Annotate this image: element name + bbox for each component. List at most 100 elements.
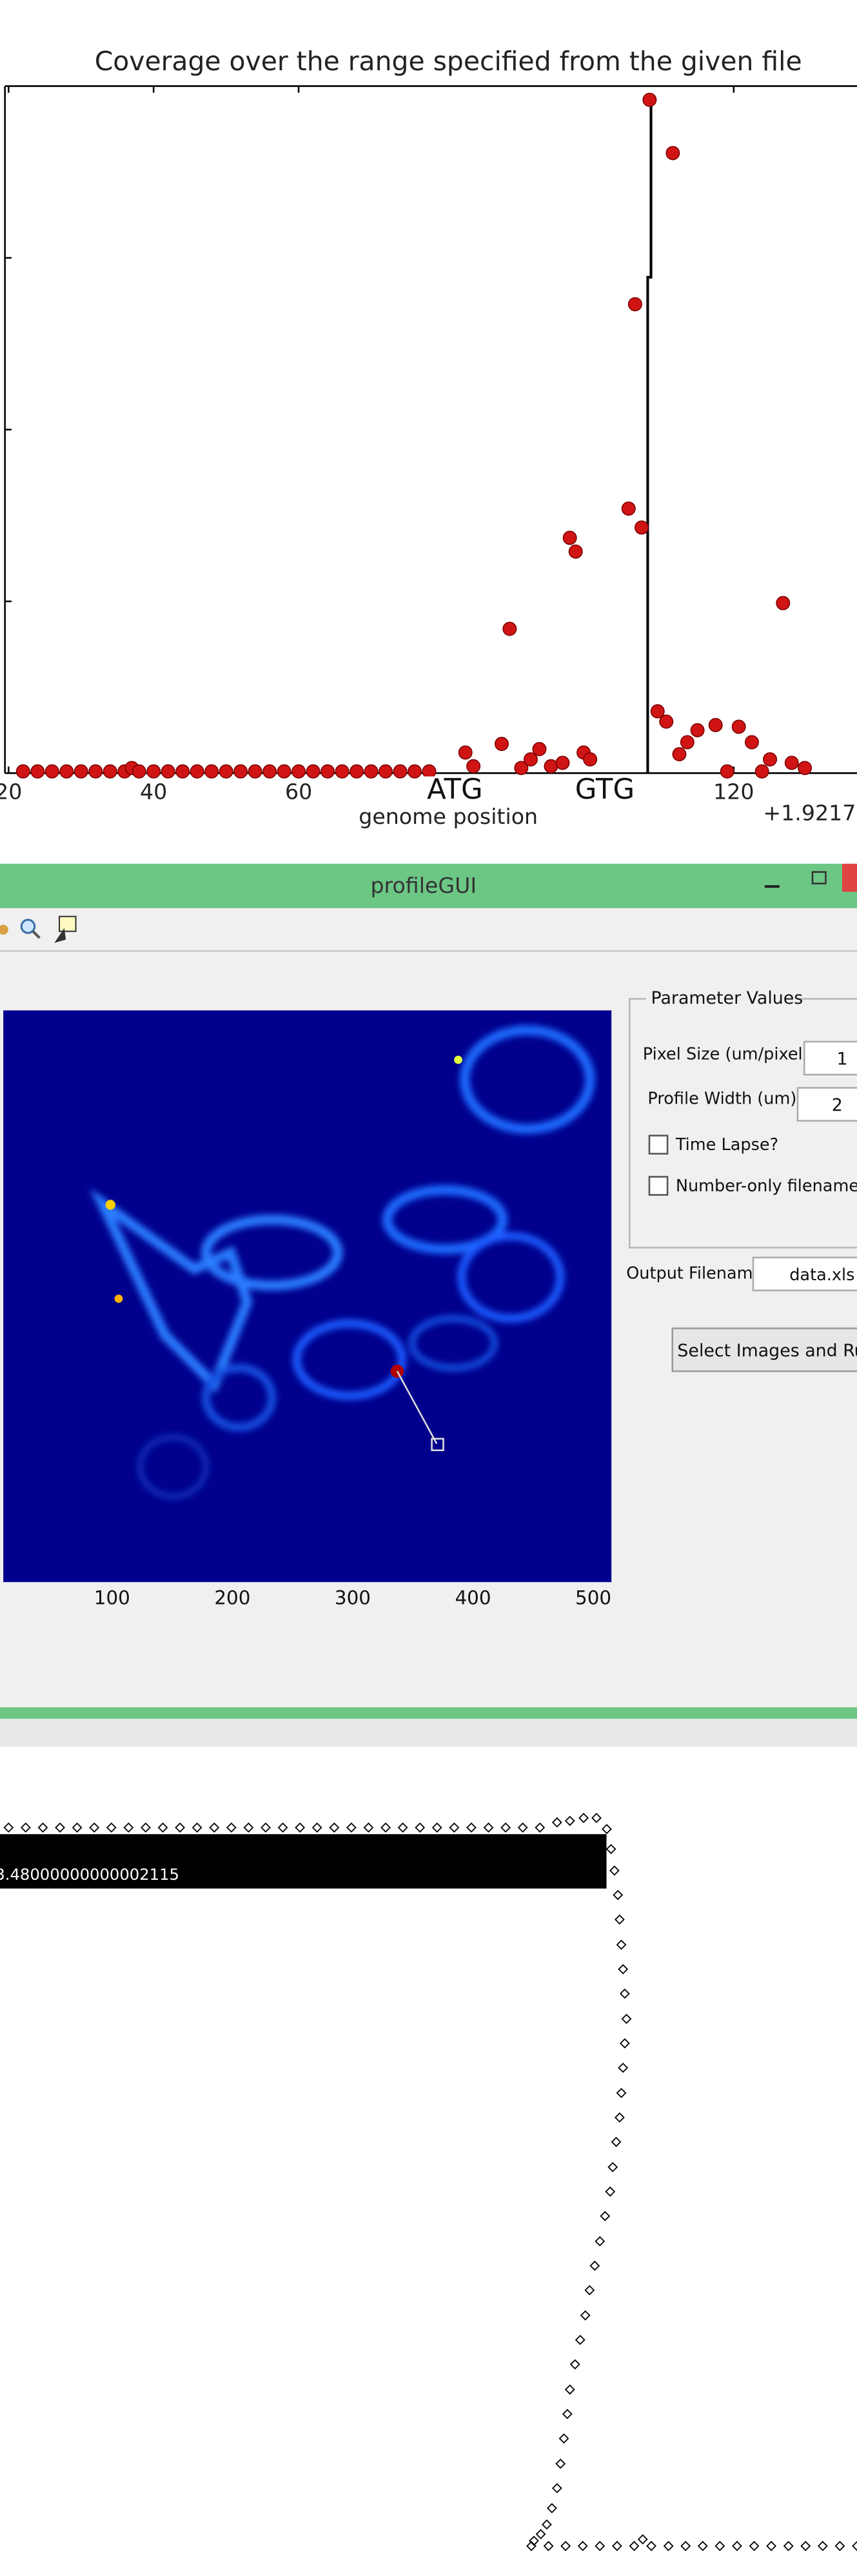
point [635,520,649,535]
point [659,714,674,729]
point [233,764,248,779]
point [708,717,723,732]
point [523,752,538,766]
points [15,92,813,779]
image-x-tick-label: 400 [455,1586,491,1608]
diamond-marker [483,1822,494,1833]
point [132,764,146,779]
diamond-marker [609,1865,620,1876]
point [562,531,577,545]
diamond-marker [619,1988,630,1999]
diamond-marker [680,2541,691,2552]
point [458,745,473,760]
panel-title: Parameter Values [651,988,803,1008]
diamond-marker [141,1822,151,1833]
window-title: profileGUI [370,873,477,898]
image-x-tick-label: 500 [575,1586,611,1608]
point [555,756,570,770]
diamond-marker [621,2013,632,2024]
diamond-marker [431,1822,442,1833]
point [744,735,759,750]
diamond-marker [3,1822,14,1833]
diamond-marker [584,2285,595,2296]
close-button[interactable] [842,863,857,892]
image-x-tick-label: 100 [94,1586,130,1608]
diamond-marker [732,2541,742,2552]
diamond-marker [618,1964,629,1975]
diamond-marker [619,2038,630,2049]
chart-title: Coverage over the range specified from t… [95,46,802,77]
annotation: GTG [575,774,635,806]
diamond-marker [20,1822,31,1833]
checkbox[interactable] [648,1176,669,1196]
diamond-marker [209,1822,220,1833]
window-bottom [0,1719,857,1747]
diamond-marker [600,2210,611,2221]
checkbox[interactable] [648,1135,669,1155]
point [219,764,233,779]
diamond-marker [500,1822,511,1833]
point [262,764,277,779]
point [720,764,734,779]
point [306,764,320,779]
diamond-marker [614,1914,625,1925]
diamond-marker [397,1822,408,1833]
point [532,742,547,757]
diamond-marker [616,1939,627,1950]
point [502,621,517,636]
diamond-marker [637,2534,648,2545]
point [379,764,393,779]
diamond-marker [363,1822,374,1833]
output-label: Output Filename [626,1264,763,1283]
x-tick-label: 60 [285,779,312,804]
checkbox-label: Number-only filename [676,1176,857,1196]
button-label: Select Images and Run [677,1341,857,1361]
output-input[interactable] [752,1256,857,1292]
coverage-line [646,99,653,774]
diamond-marker [589,2260,600,2271]
x-tick-label: 40 [140,779,167,804]
point [30,764,45,779]
point [335,764,350,779]
toolbar [0,915,857,952]
image-x-tick-label: 300 [335,1586,371,1608]
diamond-marker [564,1815,575,1826]
diamond-marker [577,2541,588,2552]
diamond-marker [517,1822,528,1833]
diamond-marker [295,1822,306,1833]
maximize-button[interactable] [811,871,827,884]
diamond-marker [560,2541,571,2552]
point [568,544,583,559]
diamond-marker [106,1822,117,1833]
diamond-marker [89,1822,100,1833]
diamond-marker [555,2458,566,2469]
diamond-marker [415,1822,426,1833]
diamond-marker [663,2541,674,2552]
point [350,764,364,779]
point [642,92,657,107]
diamond-marker [616,2087,627,2098]
text-input[interactable] [796,1087,857,1122]
diamond-marker [526,2541,537,2552]
minimize-button[interactable] [764,885,780,888]
diamond-marker [564,2384,575,2395]
toolbar-icon[interactable] [0,924,8,935]
x-tick-label: 120 [713,779,754,804]
point [277,764,291,779]
diamond-marker [569,2359,580,2370]
run-button[interactable] [671,1327,857,1372]
diamond-marker [541,2519,552,2530]
diamond-marker [226,1822,237,1833]
point [621,502,636,516]
point [798,761,813,776]
text-input[interactable] [803,1040,857,1076]
data-cursor-icon[interactable] [54,915,77,943]
point [74,764,88,779]
point [627,297,642,311]
title-bar [0,863,857,908]
zoom-icon[interactable] [20,919,41,939]
diamond-marker [243,1822,254,1833]
point [754,764,769,779]
point [161,764,175,779]
